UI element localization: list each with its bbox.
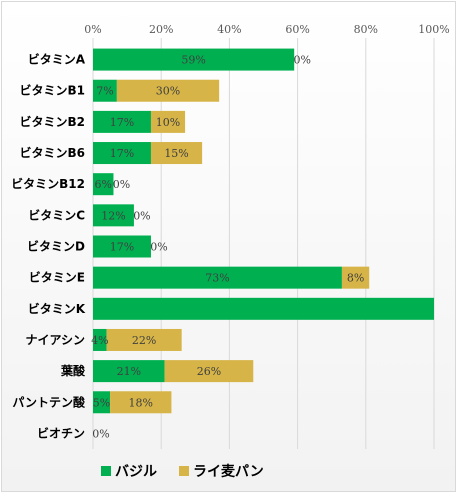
bar-basil	[93, 235, 151, 258]
bar-rye-bread	[150, 110, 186, 133]
data-label: 73%	[205, 272, 229, 285]
category-label: パントテン酸	[12, 394, 86, 409]
x-tick-label: 80%	[354, 23, 378, 36]
bar-basil	[93, 360, 165, 383]
bar-rye-bread	[341, 266, 370, 289]
data-label: 17%	[110, 147, 134, 160]
bar-basil	[93, 391, 111, 414]
category-label: ビタミンD	[27, 239, 85, 254]
bar-rye-bread	[164, 360, 254, 383]
data-label: 5%	[93, 396, 110, 409]
data-label: 17%	[110, 116, 134, 129]
x-tick-label: 100%	[418, 23, 449, 36]
data-label: 26%	[197, 365, 221, 378]
data-label: 18%	[129, 396, 153, 409]
category-label: ビタミンB6	[20, 145, 86, 160]
legend-entry: ライ麦パン	[193, 463, 264, 480]
bar-basil	[93, 266, 342, 289]
bar-basil	[93, 48, 295, 71]
data-label: 15%	[164, 147, 188, 160]
category-label: ナイアシン	[25, 333, 85, 347]
data-label: 0%	[113, 178, 130, 191]
bar-rye-bread	[110, 391, 172, 414]
bar-rye-bread	[106, 328, 182, 351]
bar-rye-bread	[116, 79, 220, 102]
category-label: ビタミンE	[29, 270, 85, 285]
data-label: 7%	[96, 85, 113, 98]
x-tick-label: 0%	[84, 23, 101, 36]
data-label: 30%	[156, 85, 180, 98]
category-label: ビタミンB1	[20, 83, 86, 98]
category-label: ビオチン	[37, 425, 85, 440]
data-label: 17%	[110, 241, 134, 254]
bar-basil	[93, 110, 151, 133]
x-tick-label: 60%	[285, 23, 309, 36]
data-label: 21%	[117, 365, 141, 378]
legend-swatch	[179, 466, 189, 476]
legend-swatch	[101, 466, 111, 476]
bar-basil	[93, 204, 134, 227]
data-label: 8%	[347, 272, 364, 285]
category-label: ビタミンC	[28, 207, 85, 222]
legend-entry: バジル	[115, 464, 157, 480]
bar-basil	[93, 142, 151, 165]
category-label: ビタミンB2	[20, 114, 86, 129]
bar-basil	[93, 79, 117, 102]
data-label: 12%	[101, 209, 125, 222]
bar-basil	[93, 297, 434, 320]
data-label: 0%	[293, 54, 310, 67]
category-label: ビタミンK	[28, 301, 86, 316]
x-tick-label: 20%	[149, 23, 173, 36]
data-label: 10%	[156, 116, 180, 129]
data-label: 59%	[181, 54, 205, 67]
category-label: 葉酸	[60, 363, 86, 378]
data-label: 0%	[133, 209, 150, 222]
category-label: ビタミンA	[28, 52, 86, 67]
bar-rye-bread	[150, 142, 203, 165]
data-label: 6%	[95, 178, 112, 191]
data-label: 22%	[132, 334, 156, 347]
data-label: 0%	[150, 241, 167, 254]
x-tick-label: 40%	[217, 23, 241, 36]
data-label: 4%	[91, 334, 108, 347]
bar-basil	[93, 173, 114, 196]
data-label: 0%	[92, 427, 109, 440]
category-label: ビタミンB12	[11, 176, 85, 191]
bar-basil	[93, 328, 107, 351]
